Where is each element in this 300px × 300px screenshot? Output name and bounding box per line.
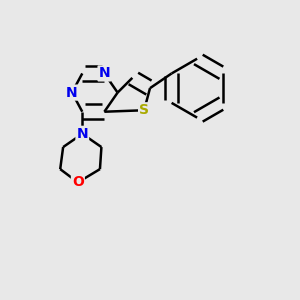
Text: N: N (66, 85, 78, 100)
Text: S: S (139, 103, 149, 117)
Text: O: O (72, 176, 84, 189)
Text: N: N (76, 127, 88, 141)
Text: N: N (98, 66, 110, 80)
